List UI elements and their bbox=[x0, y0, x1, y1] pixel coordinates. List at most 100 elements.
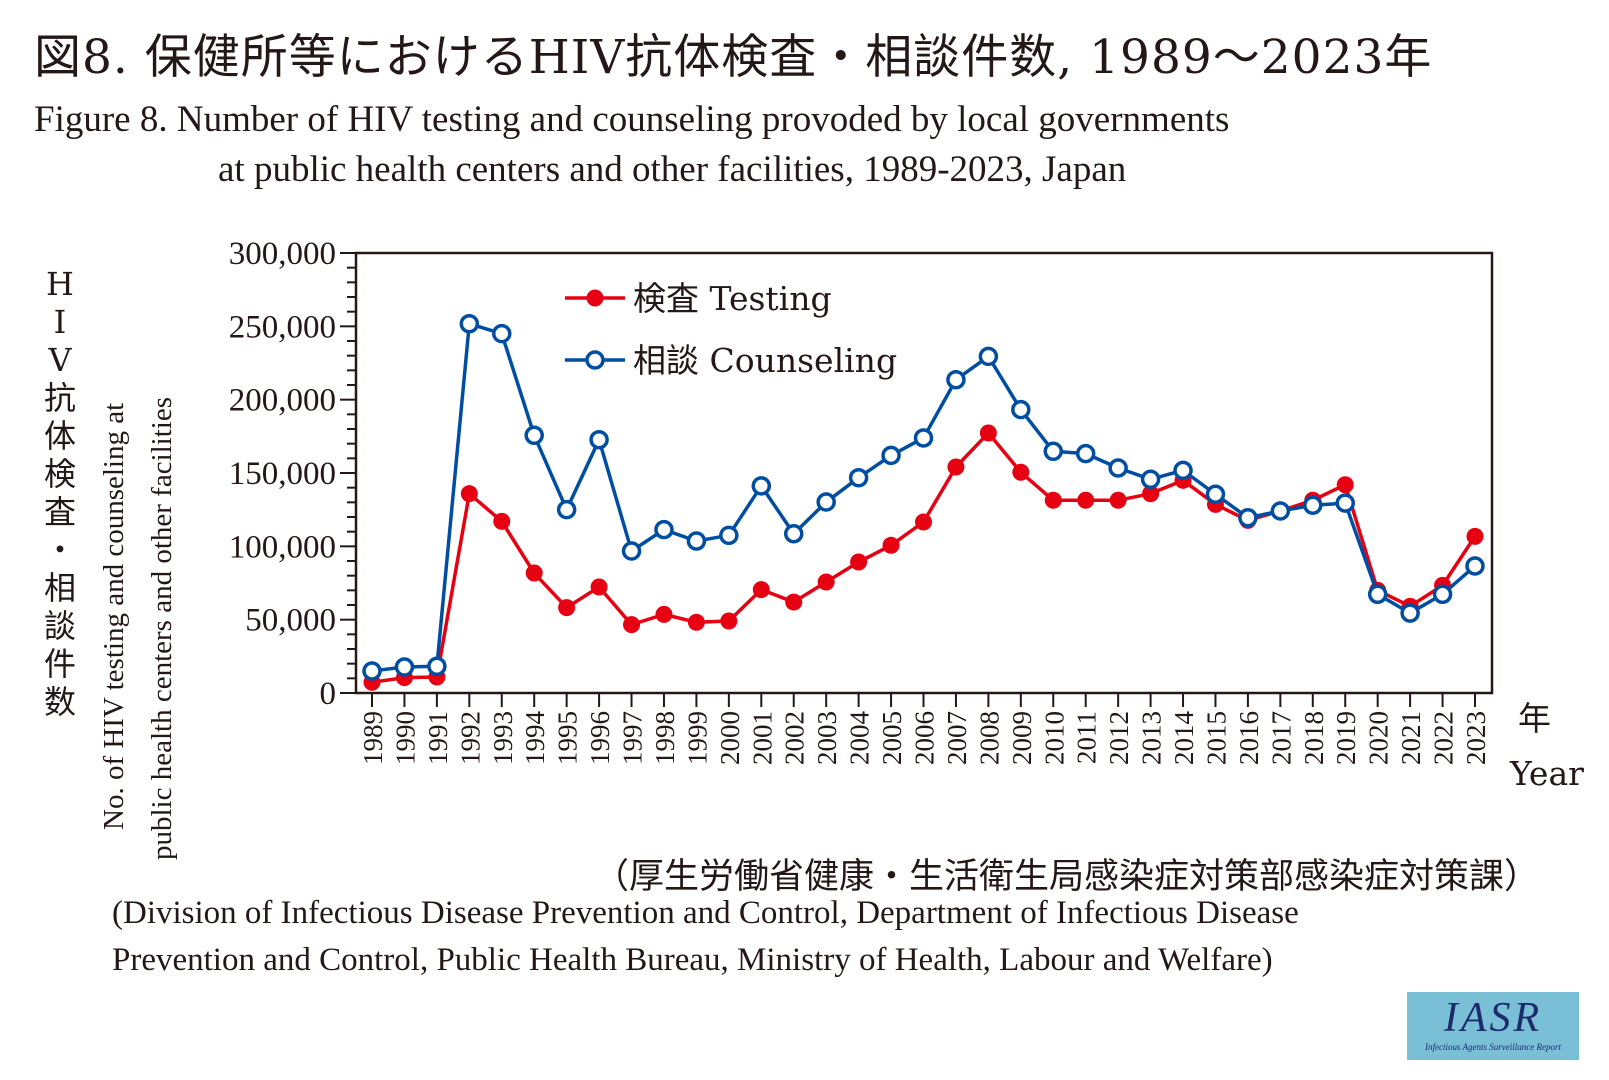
data-point bbox=[751, 476, 772, 496]
y-tick-label: 50,000 bbox=[245, 603, 336, 639]
chart-title-en-line2: at public health centers and other facil… bbox=[218, 149, 1127, 190]
legend: 検査 Testing 相談 Counseling bbox=[565, 279, 897, 380]
x-tick-label: 2012 bbox=[1104, 711, 1134, 765]
series-line bbox=[371, 431, 1477, 685]
data-point bbox=[1336, 476, 1354, 494]
data-point bbox=[1400, 603, 1420, 623]
data-point bbox=[493, 512, 511, 530]
data-point bbox=[623, 616, 641, 634]
data-point bbox=[1011, 399, 1031, 420]
chart-title-jp: 図8. 保健所等におけるHIV抗体検査・相談件数, 1989～2023年 bbox=[34, 30, 1433, 85]
data-point bbox=[427, 656, 447, 677]
legend-marker bbox=[586, 289, 604, 307]
x-tick-label: 1994 bbox=[520, 711, 550, 766]
x-tick-label: 2022 bbox=[1429, 711, 1459, 765]
x-tick-label: 2009 bbox=[1007, 711, 1037, 765]
series-layer bbox=[362, 313, 1485, 691]
y-tick-label: 250,000 bbox=[229, 309, 336, 345]
data-point bbox=[752, 581, 770, 599]
y-axis-label-jp-char: 数 bbox=[43, 683, 76, 721]
x-tick-label: 2021 bbox=[1396, 711, 1426, 765]
data-point bbox=[1432, 584, 1453, 605]
x-tick-label: 2013 bbox=[1137, 711, 1167, 765]
data-point bbox=[719, 525, 739, 546]
x-tick-label: 1993 bbox=[488, 711, 518, 765]
data-point bbox=[850, 553, 868, 571]
data-point bbox=[1303, 495, 1323, 516]
data-point bbox=[1075, 443, 1096, 464]
x-tick-label: 2019 bbox=[1331, 711, 1361, 765]
data-point bbox=[654, 519, 674, 540]
data-point bbox=[590, 578, 608, 596]
data-point bbox=[978, 346, 999, 367]
y-axis-label-jp-char: ・ bbox=[43, 531, 76, 569]
x-tick-label: 2002 bbox=[780, 711, 810, 765]
data-point bbox=[1465, 556, 1485, 576]
data-point bbox=[1466, 527, 1484, 545]
logo-sub-text: Infectious Agents Surveillance Report bbox=[1424, 1042, 1562, 1052]
data-point bbox=[915, 513, 932, 531]
data-point bbox=[1205, 484, 1226, 505]
data-point bbox=[1012, 463, 1030, 481]
data-point bbox=[785, 593, 803, 611]
x-tick-label: 2008 bbox=[974, 711, 1004, 765]
data-point bbox=[1140, 469, 1161, 490]
x-tick-label: 2001 bbox=[747, 711, 777, 765]
data-point bbox=[492, 323, 512, 344]
y-axis-label-jp-char: 抗 bbox=[43, 379, 76, 417]
x-tick-label: 1995 bbox=[553, 711, 583, 765]
data-point bbox=[720, 612, 738, 630]
data-point bbox=[655, 605, 673, 623]
data-point bbox=[947, 458, 965, 476]
source-jp: （厚生労働省健康・生活衛生局感染症対策部感染症対策課） bbox=[593, 857, 1539, 897]
x-tick-label: 1999 bbox=[682, 711, 712, 765]
data-point bbox=[1335, 493, 1355, 513]
data-point bbox=[460, 485, 478, 503]
y-axis-label-jp-char: V bbox=[48, 341, 72, 379]
x-tick-label: 2011 bbox=[1072, 711, 1102, 764]
data-point bbox=[621, 541, 642, 561]
x-tick-label: 1996 bbox=[585, 711, 615, 765]
y-tick-label: 200,000 bbox=[229, 383, 336, 419]
y-tick-label: 0 bbox=[320, 676, 337, 712]
plot-frame bbox=[354, 251, 1494, 695]
x-axis-label-en: Year bbox=[1509, 754, 1584, 793]
data-point bbox=[979, 424, 997, 442]
axes: 0 50,000 100,000 150,000 200,000 250,000 300,0… bbox=[229, 236, 1494, 766]
x-tick-label: 2000 bbox=[715, 711, 745, 765]
x-tick-label: 2003 bbox=[812, 711, 842, 765]
y-tick-label: 100,000 bbox=[229, 529, 336, 565]
legend-label: 相談 Counseling bbox=[633, 341, 897, 380]
x-tick-label: 1990 bbox=[390, 711, 420, 765]
x-tick-label: 1998 bbox=[650, 711, 680, 765]
x-axis-label-jp: 年 bbox=[1518, 699, 1551, 738]
source-en-line2: Prevention and Control, Public Health Bu… bbox=[112, 942, 1273, 978]
x-tick-label: 2016 bbox=[1234, 711, 1264, 765]
y-axis-label-jp: H I V 抗体検査・相談件数 bbox=[40, 265, 80, 721]
iasr-logo: IASR Infectious Agents Surveillance Repo… bbox=[1407, 992, 1579, 1060]
data-point bbox=[525, 564, 543, 582]
data-point bbox=[882, 536, 900, 554]
legend-label: 検査 Testing bbox=[633, 279, 832, 318]
data-point bbox=[1043, 441, 1064, 462]
data-point bbox=[817, 573, 835, 591]
x-tick-label: 1992 bbox=[455, 711, 485, 765]
x-tick-label: 2014 bbox=[1169, 711, 1199, 766]
data-point bbox=[459, 313, 480, 334]
data-point bbox=[362, 661, 382, 681]
y-axis-label-jp-char: 体 bbox=[43, 417, 76, 455]
y-tick-label: 300,000 bbox=[229, 236, 336, 272]
y-axis-label-jp-char: 検 bbox=[43, 455, 76, 493]
x-tick-label: 2015 bbox=[1201, 711, 1231, 765]
y-axis-label-jp-char: 談 bbox=[43, 607, 76, 645]
series-testing bbox=[363, 424, 1484, 691]
data-point bbox=[686, 531, 707, 551]
x-tick-label: 1997 bbox=[618, 711, 648, 765]
data-point bbox=[881, 445, 901, 466]
data-point bbox=[816, 492, 836, 512]
x-tick-label: 2005 bbox=[877, 711, 907, 765]
chart-title-en-line1: Figure 8. Number of HIV testing and coun… bbox=[34, 99, 1230, 140]
x-tick-label: 2004 bbox=[845, 711, 875, 766]
y-axis-label-jp-char: 相 bbox=[43, 569, 76, 607]
